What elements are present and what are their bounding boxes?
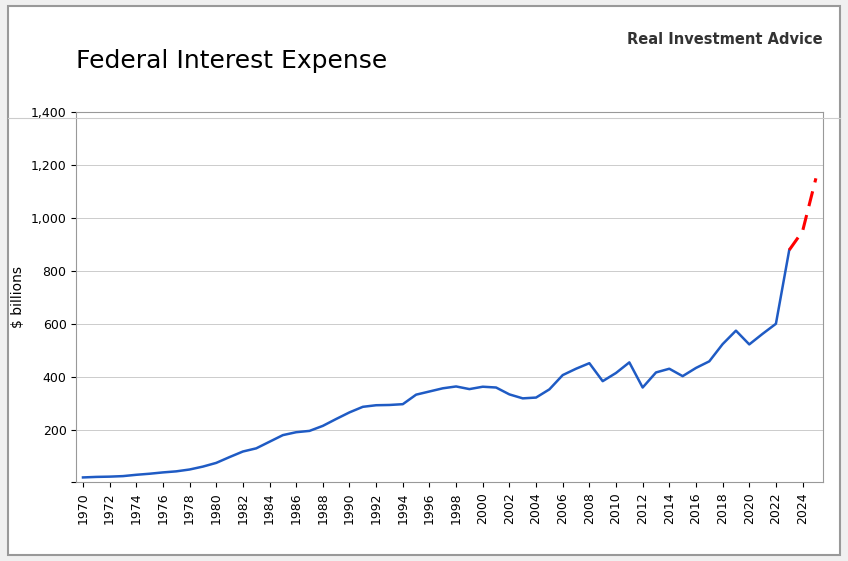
Text: Federal Interest Expense: Federal Interest Expense [76, 49, 388, 73]
Text: Real Investment Advice: Real Investment Advice [627, 32, 823, 47]
Y-axis label: $ billions: $ billions [11, 266, 25, 328]
